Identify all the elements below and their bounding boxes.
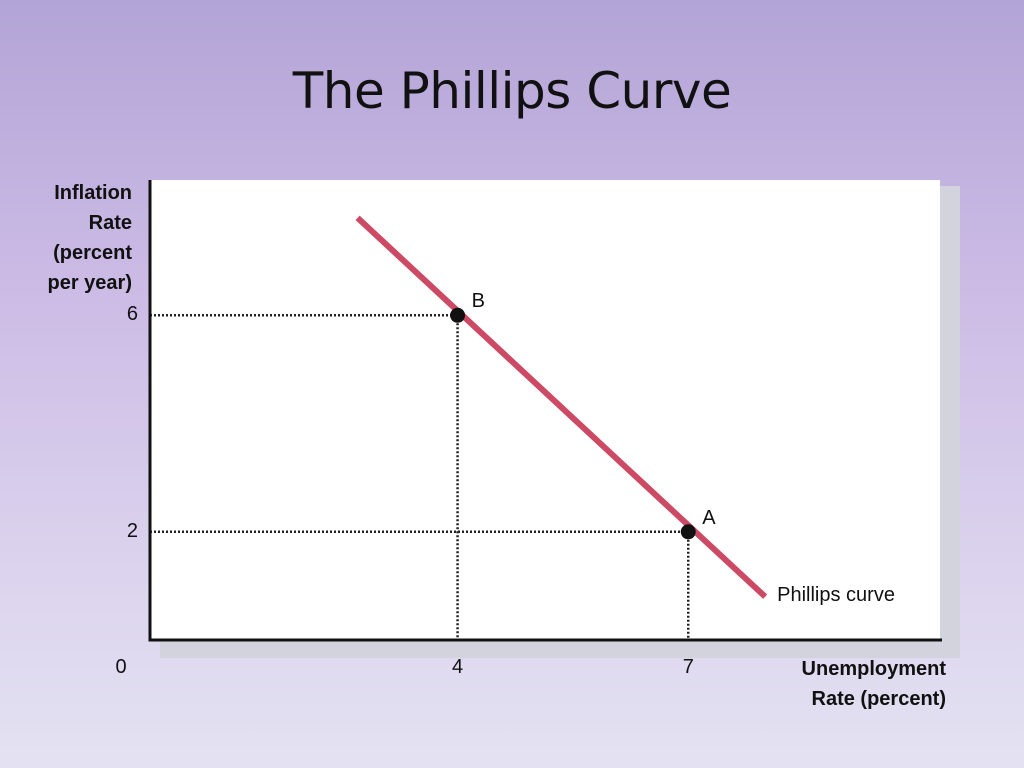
- y-axis-label: Inflation Rate (percent per year): [20, 178, 133, 298]
- x-axis-label-line: Unemployment: [801, 658, 946, 680]
- guide-lines: [150, 314, 690, 640]
- origin-tick-label: 0: [115, 656, 127, 678]
- y-axis-label-line: Rate: [88, 212, 132, 234]
- x-axis-label-line: Rate (percent): [811, 688, 946, 710]
- point-label-a: A: [702, 506, 716, 529]
- phillips-curve-line: [355, 215, 768, 599]
- y-tick-label: 2: [126, 519, 138, 542]
- curve-label: Phillips curve: [777, 583, 895, 606]
- point-markers: [450, 307, 696, 540]
- y-axis-label-line: (percent: [53, 242, 132, 264]
- y-axis-label-line: per year): [47, 272, 133, 294]
- y-tick-label: 6: [126, 303, 138, 326]
- chart-panel: [150, 180, 940, 640]
- point-label-b: B: [471, 290, 485, 313]
- data-point-a: [680, 524, 696, 540]
- x-tick-label: 7: [682, 656, 694, 678]
- data-point-b: [450, 307, 466, 323]
- slide-title: The Phillips Curve: [292, 62, 732, 120]
- x-tick-label: 4: [452, 656, 464, 678]
- x-axis-label: Unemployment Rate (percent): [720, 654, 946, 714]
- y-axis-label-line: Inflation: [54, 182, 132, 204]
